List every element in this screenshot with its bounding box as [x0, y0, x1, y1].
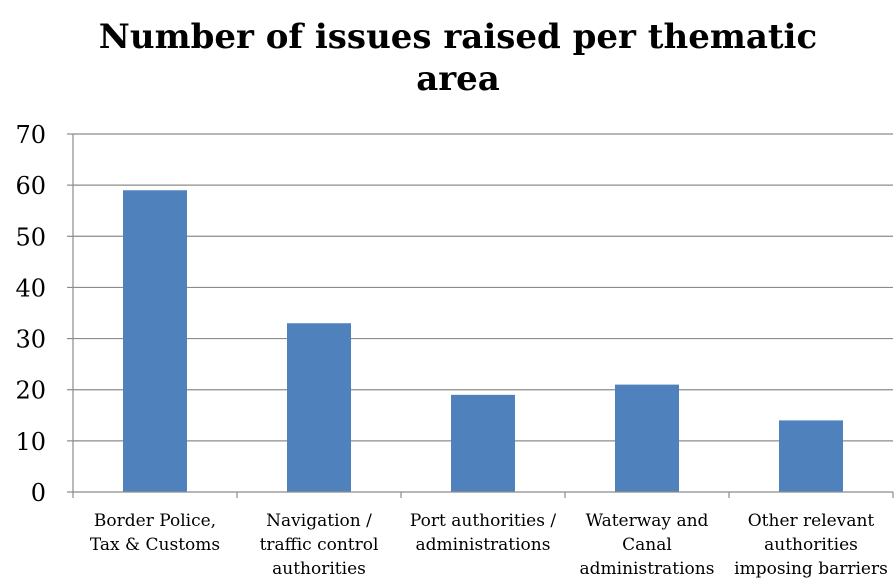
chart-title-line: Number of issues raised per thematic [99, 17, 817, 57]
x-tick-label-line: Waterway and [586, 511, 709, 531]
x-tick-label-line: traffic control [260, 535, 379, 555]
x-tick-label-line: Tax & Customs [90, 535, 220, 555]
bars [123, 190, 843, 492]
bar-3 [451, 394, 515, 492]
bar-1 [123, 190, 187, 492]
bar-5 [779, 420, 843, 492]
x-tick-label-line: authorities [764, 535, 858, 555]
bar-2 [287, 323, 351, 492]
y-axis-tick-labels: 0 10 20 30 40 50 60 70 [15, 121, 46, 507]
y-tick-label: 0 [31, 479, 46, 507]
x-tick-label: Port authorities / administrations [410, 511, 556, 555]
y-tick-label: 60 [15, 172, 46, 200]
bar-4 [615, 384, 679, 492]
x-tick-label-line: authorities [272, 559, 366, 579]
y-tick-label: 40 [15, 274, 46, 302]
x-tick-label-line: Canal [622, 535, 672, 555]
x-tick-label-line: Border Police, [94, 511, 216, 531]
x-tick-label: Waterway and Canal administrations [580, 511, 715, 579]
x-tick-label: Navigation / traffic control authorities [260, 511, 379, 579]
gridlines [73, 133, 893, 442]
x-tick-label: Other relevant authorities imposing barrie… [734, 511, 888, 579]
y-tick-label: 70 [15, 121, 46, 149]
x-tick-label-line: Other relevant [748, 511, 875, 531]
x-tick-label-line: administrations [580, 559, 715, 579]
x-tick-label-line: Port authorities / [410, 511, 556, 531]
chart-title-text: Number of issues raised per thematic area [99, 17, 817, 99]
x-axis-tick-labels: Border Police, Tax & Customs Navigation / t… [90, 511, 888, 579]
x-tick-label-line: imposing barriers [734, 559, 888, 579]
y-tick-label: 20 [15, 377, 46, 405]
x-tick-label-line: administrations [416, 535, 551, 555]
y-tick-label: 10 [15, 428, 46, 456]
y-tick-label: 50 [15, 223, 46, 251]
x-tick-label: Border Police, Tax & Customs [90, 511, 220, 555]
y-tick-label: 30 [15, 326, 46, 354]
axes [67, 133, 894, 498]
chart-title: Number of issues raised per thematic area [99, 17, 817, 99]
chart-title-line: area [416, 59, 500, 99]
x-tick-label-line: Navigation / [266, 511, 372, 531]
